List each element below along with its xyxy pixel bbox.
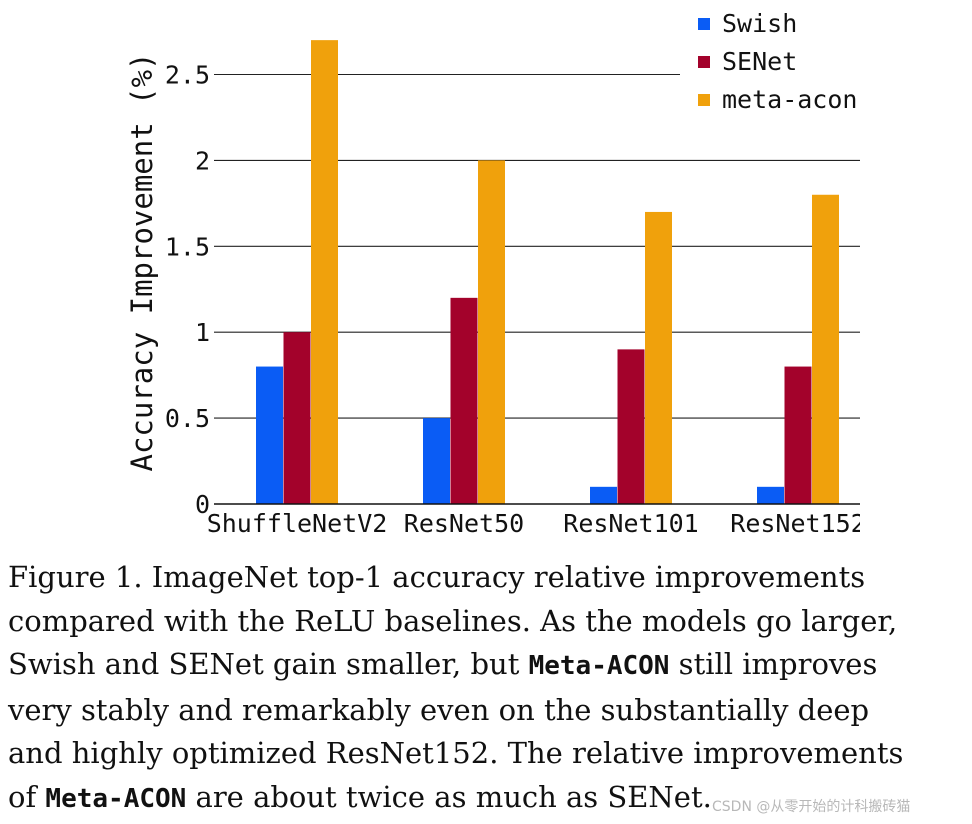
- y-tick-label: 0: [195, 490, 210, 519]
- caption-text: still improves: [669, 647, 878, 682]
- bar-swish-resnet152: [757, 486, 784, 504]
- bar-senet-shufflenetv2: [283, 332, 311, 504]
- caption-code-meta-acon: Meta-ACON: [528, 651, 670, 682]
- figure-caption: Figure 1. ImageNet top-1 accuracy relati…: [8, 556, 958, 822]
- y-axis-label: Accuracy Improvement (%): [125, 52, 159, 471]
- legend-swatch-swish: [698, 18, 710, 30]
- caption-text: Swish and SENet gain smaller, but: [8, 647, 529, 682]
- legend-swatch-meta-acon: [698, 94, 710, 106]
- x-tick-labels: ShuffleNetV2 ResNet50 ResNet101 ResNet152: [207, 509, 865, 538]
- x-tick-label: ResNet152: [730, 509, 865, 538]
- bar-chart: 0 0.5 1 1.5 2 2.5 ShuffleNetV2 ResNet50 ResNet1…: [125, 9, 865, 538]
- y-tick-label: 2: [195, 146, 210, 175]
- watermark: CSDN @从零开始的计科搬砖猫: [712, 799, 911, 815]
- x-tick-label: ShuffleNetV2: [207, 509, 388, 538]
- bar-meta-acon-resnet152: [812, 194, 839, 504]
- bar-swish-shufflenetv2: [256, 366, 283, 504]
- caption-line-2: compared with the ReLU baselines. As the…: [8, 603, 898, 638]
- caption-line-4: very stably and remarkably even on the s…: [8, 692, 870, 727]
- legend-label: Swish: [722, 9, 797, 38]
- legend-label: SENet: [722, 47, 797, 76]
- bar-meta-acon-resnet50: [478, 160, 505, 504]
- y-tick-labels: 0 0.5 1 1.5 2 2.5: [165, 61, 210, 520]
- bar-meta-acon-resnet101: [645, 211, 672, 504]
- bar-swish-resnet101: [590, 486, 617, 504]
- bar-swish-resnet50: [423, 418, 450, 504]
- caption-line-3: Swish and SENet gain smaller, but Meta-A…: [8, 643, 958, 689]
- y-tick-label: 1.5: [165, 232, 210, 261]
- x-tick-label: ResNet101: [563, 509, 698, 538]
- caption-line-6: of Meta-ACON are about twice as much as …: [8, 776, 958, 822]
- bar-senet-resnet101: [617, 349, 645, 504]
- legend: Swish SENet meta-acon: [698, 9, 857, 114]
- caption-text: of: [8, 779, 46, 814]
- y-tick-label: 0.5: [165, 404, 210, 433]
- bar-senet-resnet50: [450, 297, 478, 504]
- bars: [256, 40, 839, 504]
- y-tick-label: 1: [195, 318, 210, 347]
- x-tick-label: ResNet50: [404, 509, 524, 538]
- caption-line-1: Figure 1. ImageNet top-1 accuracy relati…: [8, 560, 866, 594]
- bar-meta-acon-shufflenetv2: [311, 40, 338, 504]
- caption-text: are about twice as much as SENet.: [186, 779, 712, 814]
- bar-senet-resnet152: [784, 366, 812, 504]
- gridlines: [214, 73, 860, 419]
- legend-label: meta-acon: [722, 85, 857, 114]
- caption-line-5: and highly optimized ResNet152. The rela…: [8, 736, 904, 771]
- caption-code-meta-acon: Meta-ACON: [45, 783, 187, 814]
- legend-swatch-senet: [698, 56, 710, 68]
- y-tick-label: 2.5: [165, 61, 210, 90]
